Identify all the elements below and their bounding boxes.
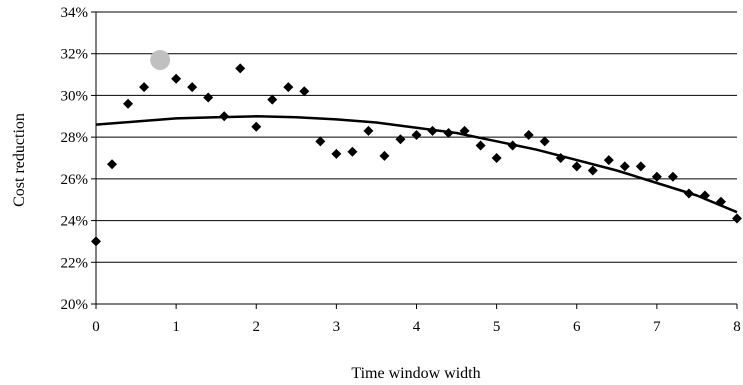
highlight-point (150, 49, 171, 70)
data-point (331, 148, 342, 159)
data-point (443, 127, 454, 138)
y-axis-title: Cost reduction (11, 113, 28, 207)
data-point (267, 94, 278, 105)
data-point (732, 213, 742, 224)
y-tick-label: 20% (61, 297, 89, 313)
gridlines (96, 11, 737, 305)
axes (91, 11, 738, 309)
x-tick-label: 8 (733, 319, 741, 335)
data-point (347, 146, 358, 157)
data-point (123, 98, 134, 109)
y-tick-label: 28% (61, 130, 89, 146)
data-point (699, 190, 710, 201)
data-point (235, 63, 246, 74)
data-point (395, 134, 406, 145)
data-point (219, 111, 230, 122)
data-point (411, 130, 422, 141)
data-point (491, 153, 502, 163)
y-tick-label: 30% (61, 88, 89, 104)
data-point (363, 125, 374, 136)
y-tick-label: 22% (61, 255, 89, 271)
data-point (283, 82, 294, 93)
data-point (571, 161, 582, 172)
x-tick-label: 3 (333, 319, 341, 335)
data-point (635, 161, 646, 172)
data-point (651, 171, 662, 182)
data-point (315, 136, 326, 147)
data-point (187, 82, 198, 93)
data-point (539, 136, 550, 147)
data-point (171, 73, 182, 84)
data-point (715, 196, 726, 207)
y-tick-label: 26% (61, 172, 89, 188)
x-tick-label: 4 (413, 319, 421, 335)
x-tick-label: 7 (653, 319, 661, 335)
data-point (139, 82, 150, 93)
data-point (459, 125, 470, 136)
data-point (667, 171, 678, 182)
data-point (427, 125, 438, 136)
trend-line-group (95, 115, 738, 214)
x-axis-title: Time window width (351, 365, 480, 382)
data-point (587, 165, 598, 176)
data-point (299, 86, 310, 97)
data-point (523, 130, 534, 141)
data-points (91, 49, 742, 247)
data-point (91, 236, 101, 247)
x-tick-label: 1 (172, 319, 180, 335)
x-tick-label: 6 (573, 319, 581, 335)
x-tick-label: 0 (92, 319, 100, 335)
data-point (475, 140, 486, 151)
y-tick-label: 24% (61, 214, 89, 230)
y-tick-label: 32% (61, 47, 89, 63)
y-tick-label: 34% (61, 5, 89, 21)
data-point (619, 161, 630, 172)
data-point (555, 153, 566, 163)
data-point (683, 188, 694, 199)
data-point (107, 159, 118, 170)
data-point (251, 121, 262, 132)
data-point (603, 155, 614, 166)
data-point (507, 140, 518, 151)
x-tick-label: 5 (493, 319, 501, 335)
data-point (203, 92, 214, 103)
data-point (379, 150, 390, 161)
tick-labels: 20% 22% 24% 26% 28% 30% 32% 34% 0 1 2 3 4 5 6 7 8 (61, 5, 741, 335)
x-tick-label: 2 (253, 319, 261, 335)
trend-line (95, 115, 738, 214)
